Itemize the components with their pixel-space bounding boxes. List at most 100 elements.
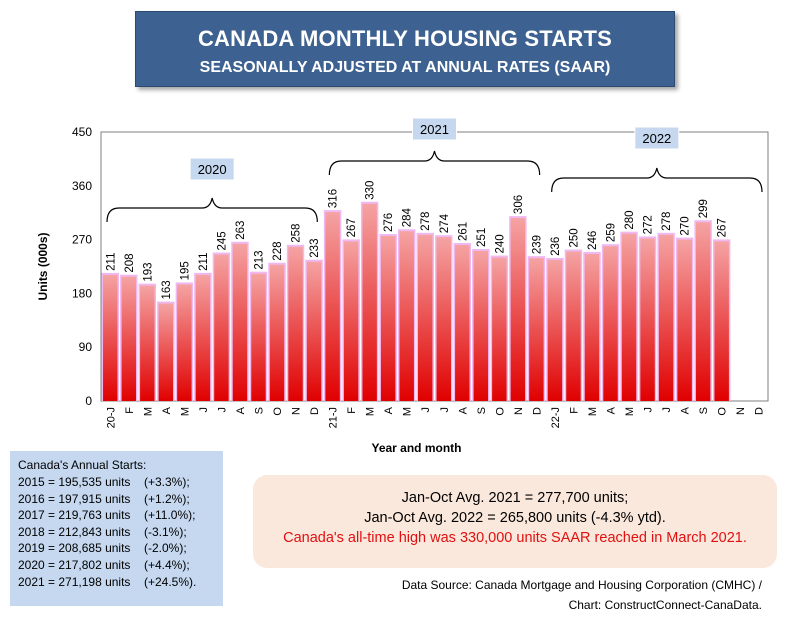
x-tick-label: S xyxy=(253,407,265,414)
bar xyxy=(325,212,340,401)
bar xyxy=(288,246,303,401)
y-tick-label: 90 xyxy=(79,340,93,354)
x-tick-label: D xyxy=(309,407,321,415)
x-tick-label: J xyxy=(661,407,673,413)
x-tick-label: S xyxy=(476,407,488,414)
annual-starts-change: (+1.2%); xyxy=(144,491,190,506)
data-label: 208 xyxy=(124,253,136,272)
x-tick-label: N xyxy=(291,407,303,415)
data-label: 261 xyxy=(457,222,469,241)
year-tag xyxy=(634,126,680,150)
x-tick-label: O xyxy=(272,407,284,416)
bar xyxy=(251,273,266,401)
x-axis-title: Year and month xyxy=(371,441,461,455)
bar xyxy=(473,250,489,401)
data-label: 259 xyxy=(606,223,618,242)
bar xyxy=(658,234,674,401)
year-bracket xyxy=(551,167,763,193)
x-tick-label: J xyxy=(216,407,228,413)
data-label: 263 xyxy=(235,221,247,240)
x-tick-label: M xyxy=(624,407,636,416)
annual-starts-change: (+3.3%); xyxy=(144,475,190,489)
data-label: 233 xyxy=(309,239,321,258)
chart-subtitle: SEASONALLY ADJUSTED AT ANNUAL RATES (SAA… xyxy=(199,59,611,76)
bar xyxy=(362,203,377,401)
data-label: 267 xyxy=(717,218,729,237)
annual-starts-value: 2019 = 208,685 units xyxy=(18,541,131,556)
x-tick-label: A xyxy=(457,406,469,414)
y-tick-label: 360 xyxy=(72,179,92,193)
chart-title: CANADA MONTHLY HOUSING STARTS xyxy=(197,26,613,51)
x-tick-label: M xyxy=(587,407,599,416)
year-tag xyxy=(412,117,457,141)
data-label: 236 xyxy=(550,237,562,256)
x-tick-label: M xyxy=(402,407,414,416)
data-label: 250 xyxy=(568,228,580,247)
y-tick-label: 450 xyxy=(72,125,92,139)
bar xyxy=(380,236,396,401)
data-label: 228 xyxy=(272,242,284,261)
chart-credit-line: Chart: ConstructConnect-CanaData. xyxy=(568,598,762,612)
year-tag-label: 2020 xyxy=(198,162,227,177)
title-banner: CANADA MONTHLY HOUSING STARTS SEASONALLY… xyxy=(135,11,675,87)
bar xyxy=(714,241,729,401)
annual-starts-heading: Canada's Annual Starts: xyxy=(18,458,147,472)
annual-starts-change: (+4.4%); xyxy=(144,557,190,572)
bar xyxy=(269,264,285,401)
bar xyxy=(399,231,414,401)
bar xyxy=(436,237,451,401)
annual-starts-list: 2015 = 195,535 units (+3.3%); 2016 = 197,9… xyxy=(18,475,223,591)
x-tick-label: O xyxy=(717,407,729,416)
bar xyxy=(343,241,359,401)
annual-starts-value: 2018 = 212,843 units xyxy=(18,524,131,539)
data-label: 239 xyxy=(531,235,543,254)
bar-chart: 0 90 180 270 360 450 Units (000s) Year and mont… xyxy=(36,117,769,455)
avg-2021-text: Jan-Oct Avg. 2021 = 277,700 units; xyxy=(401,490,629,506)
x-tick-label: M xyxy=(365,407,377,416)
annual-starts-value: 2017 = 219,763 units xyxy=(18,508,131,523)
annual-starts-row: 2020 = 217,802 units (+4.4%); xyxy=(18,558,223,575)
all-time-high-text: Canada's all-time high was 330,000 units… xyxy=(283,530,747,546)
year-tag-label: 2021 xyxy=(420,122,449,137)
data-label: 280 xyxy=(624,210,636,229)
x-tick-label: F xyxy=(124,407,136,414)
annual-starts-row: 2019 = 208,685 units (-2.0%); xyxy=(18,541,223,558)
x-tick-label: J xyxy=(643,407,655,413)
annual-starts-value: 2015 = 195,535 units xyxy=(18,475,131,489)
data-label: 251 xyxy=(476,228,488,247)
bar xyxy=(547,259,563,401)
x-tick-label: N xyxy=(513,407,525,415)
bar xyxy=(306,261,322,401)
x-tick-label: A xyxy=(161,406,173,414)
x-tick-label: 21-J xyxy=(328,407,340,428)
x-tick-label: M xyxy=(179,407,191,416)
data-label: 330 xyxy=(365,181,377,200)
avg-2022-text: Jan-Oct Avg. 2022 = 265,800 units (-4.3%… xyxy=(364,510,666,526)
y-tick-label: 180 xyxy=(72,286,92,300)
data-label: 163 xyxy=(161,280,173,299)
bar xyxy=(584,253,600,401)
data-label: 278 xyxy=(420,212,432,231)
bar xyxy=(177,284,192,401)
bar xyxy=(103,274,118,401)
averages-panel: Jan-Oct Avg. 2021 = 277,700 units; Jan-O… xyxy=(253,475,777,568)
annual-starts-value: 2021 = 271,198 units xyxy=(18,574,131,589)
x-tick-label: S xyxy=(698,407,710,414)
annual-starts-row: 2018 = 212,843 units (-3.1%); xyxy=(18,525,223,542)
data-label: 267 xyxy=(346,218,358,237)
x-tick-label: O xyxy=(494,407,506,416)
data-label: 299 xyxy=(698,199,710,218)
x-tick-label: 22-J xyxy=(550,407,562,428)
bar xyxy=(232,243,248,401)
bar xyxy=(418,234,433,401)
bar xyxy=(121,276,137,401)
data-source-note: Data Source: Canada Mortgage and Housing… xyxy=(402,575,762,615)
x-tick-label: D xyxy=(754,407,766,415)
year-bracket xyxy=(328,150,541,176)
data-label: 270 xyxy=(680,216,692,235)
bar xyxy=(140,285,155,401)
annual-starts-value: 2020 = 217,802 units xyxy=(18,557,131,572)
x-tick-label: M xyxy=(142,407,154,416)
annual-starts-row: 2016 = 197,915 units (+1.2%); xyxy=(18,492,223,509)
data-label: 211 xyxy=(198,253,210,271)
